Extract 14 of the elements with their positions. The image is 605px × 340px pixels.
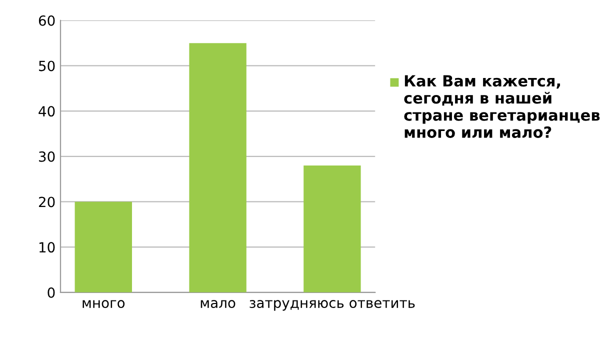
y-tick-label: 0 [48,287,55,298]
x-tick-label: много [82,300,125,308]
y-tick-label: 10 [39,242,55,253]
x-tick-label: затрудняюсь ответить [250,300,415,311]
legend-label: Как Вам кажется, сегодня в нашей стране вегетарианцев много или мало? [404,75,600,138]
y-tick-label: 50 [39,60,55,72]
y-tick-label: 30 [39,151,55,162]
y-tick-label: 20 [38,196,55,208]
x-tick-label: мало [200,300,236,308]
y-tick-label: 40 [38,106,55,117]
bar [304,165,361,292]
bar [189,43,246,292]
bar [74,202,132,292]
y-tick-label: 60 [38,15,55,26]
